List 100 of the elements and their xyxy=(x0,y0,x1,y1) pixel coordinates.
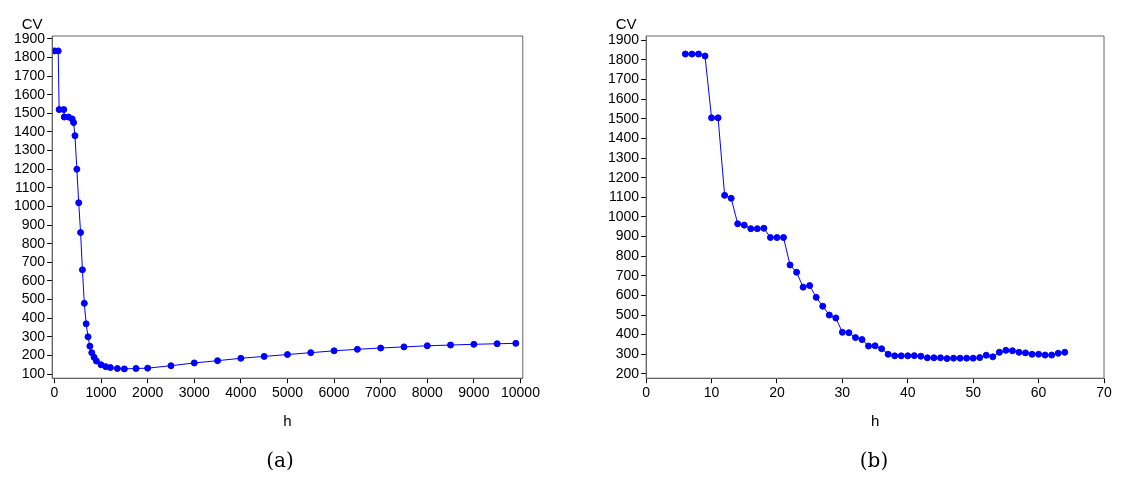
y-tick-label: 1800 xyxy=(13,48,46,65)
point xyxy=(214,357,222,365)
y-tick-label: 200 xyxy=(615,364,640,381)
point xyxy=(447,341,455,349)
point xyxy=(851,334,859,342)
x-tick-label: 8000 xyxy=(411,384,444,401)
point xyxy=(75,199,83,207)
x-tick-label: 20 xyxy=(769,384,785,401)
point xyxy=(330,347,338,355)
point xyxy=(1028,350,1036,358)
point xyxy=(681,50,689,58)
point xyxy=(943,355,951,363)
y-tick-label: 400 xyxy=(21,309,46,326)
y-tick-label: 1400 xyxy=(13,122,46,139)
point xyxy=(283,351,291,359)
point xyxy=(353,345,361,353)
point xyxy=(1008,347,1016,355)
point xyxy=(106,364,114,372)
point xyxy=(400,343,408,351)
point xyxy=(773,234,781,242)
point xyxy=(307,349,315,357)
point xyxy=(1002,346,1010,354)
x-axis-title: h xyxy=(283,412,292,429)
point xyxy=(1041,351,1049,359)
point xyxy=(897,352,905,360)
point xyxy=(1015,348,1023,356)
point xyxy=(1035,350,1043,358)
point xyxy=(714,114,722,122)
y-tick-label: 1300 xyxy=(13,141,46,158)
point xyxy=(71,132,79,140)
y-tick-label: 1000 xyxy=(607,207,640,224)
x-tick-label: 10000 xyxy=(500,384,541,401)
point xyxy=(838,328,846,336)
point xyxy=(982,351,990,359)
point xyxy=(701,52,709,60)
point xyxy=(512,339,520,347)
point xyxy=(740,221,748,229)
y-tick-label: 1200 xyxy=(607,168,640,185)
point xyxy=(694,50,702,58)
y-tick-label: 900 xyxy=(615,227,640,244)
y-tick-label: 1200 xyxy=(13,160,46,177)
point xyxy=(144,364,152,372)
y-tick-label: 1800 xyxy=(607,50,640,67)
point xyxy=(812,293,820,301)
y-tick-label: 1300 xyxy=(607,148,640,165)
point xyxy=(799,283,807,291)
point xyxy=(260,352,268,360)
point xyxy=(891,352,899,360)
point xyxy=(865,342,873,350)
point xyxy=(910,352,918,360)
y-tick-label: 400 xyxy=(615,325,640,342)
y-tick-label: 1500 xyxy=(607,109,640,126)
point xyxy=(708,114,716,122)
point xyxy=(936,354,944,362)
point xyxy=(753,225,761,233)
y-tick-label: 500 xyxy=(21,290,46,307)
y-tick-label: 700 xyxy=(21,253,46,270)
point xyxy=(747,225,755,233)
x-tick-label: 1000 xyxy=(85,384,117,401)
point xyxy=(82,320,90,328)
y-tick-label: 1100 xyxy=(609,188,640,205)
point xyxy=(1061,348,1069,356)
point xyxy=(1054,349,1062,357)
point xyxy=(1048,351,1056,359)
y-tick-label: 1900 xyxy=(607,31,640,48)
point xyxy=(904,352,912,360)
y-tick-label: 1600 xyxy=(607,90,640,107)
x-tick-label: 60 xyxy=(1030,384,1047,401)
point xyxy=(969,354,977,362)
y-tick-label: 1100 xyxy=(15,178,46,195)
point xyxy=(963,354,971,362)
x-tick-label: 9000 xyxy=(458,384,490,401)
y-axis-title: CV xyxy=(21,14,43,32)
point xyxy=(493,340,501,348)
y-tick-label: 1900 xyxy=(13,29,46,46)
y-tick-label: 900 xyxy=(21,215,46,232)
point xyxy=(86,342,94,350)
x-tick-label: 0 xyxy=(50,384,59,401)
point xyxy=(930,354,938,362)
point xyxy=(884,350,892,358)
point xyxy=(806,282,814,290)
x-tick-label: 3000 xyxy=(178,384,211,401)
x-tick-label: 40 xyxy=(899,384,916,401)
x-tick-label: 6000 xyxy=(318,384,350,401)
point xyxy=(73,165,81,173)
point xyxy=(766,234,774,242)
point xyxy=(78,266,86,274)
point xyxy=(113,365,121,373)
y-axis-title: CV xyxy=(615,14,637,32)
point xyxy=(832,314,840,322)
point xyxy=(423,342,431,350)
point xyxy=(760,224,768,232)
point xyxy=(77,229,85,237)
x-tick-label: 4000 xyxy=(225,384,257,401)
point xyxy=(845,329,853,337)
y-tick-label: 1500 xyxy=(13,104,46,121)
x-axis-title: h xyxy=(870,412,880,429)
y-tick-label: 500 xyxy=(615,305,640,322)
y-tick-label: 300 xyxy=(21,327,46,344)
point xyxy=(950,354,958,362)
